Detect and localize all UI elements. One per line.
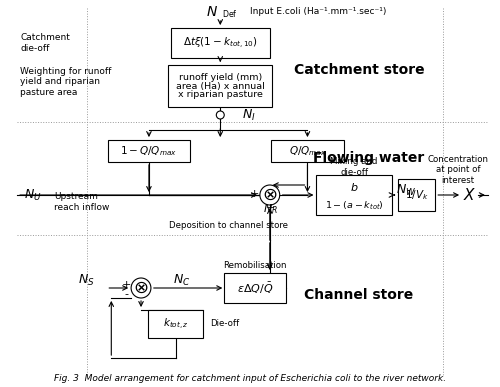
Text: Mixing and
die-off: Mixing and die-off xyxy=(330,157,378,177)
Bar xyxy=(108,140,190,162)
Text: $\otimes$: $\otimes$ xyxy=(262,186,278,204)
Bar xyxy=(398,179,436,211)
Bar xyxy=(168,65,272,107)
Text: $1/V_k$: $1/V_k$ xyxy=(404,188,428,202)
Text: $N_S$: $N_S$ xyxy=(78,272,94,288)
Text: x riparian pasture: x riparian pasture xyxy=(178,90,262,99)
Text: $N_I$: $N_I$ xyxy=(242,108,256,123)
Text: Flowing water: Flowing water xyxy=(314,151,424,165)
Circle shape xyxy=(216,111,224,119)
Text: +: + xyxy=(266,203,276,213)
Text: $1-Q/Q_{max}$: $1-Q/Q_{max}$ xyxy=(120,144,178,158)
Text: Channel store: Channel store xyxy=(304,288,414,302)
Circle shape xyxy=(260,185,280,205)
Text: Upstream
reach inflow: Upstream reach inflow xyxy=(54,192,109,212)
Bar xyxy=(148,310,204,338)
Text: Weighting for runoff
yield and riparian
pasture area: Weighting for runoff yield and riparian … xyxy=(20,67,112,97)
Text: $_{\rm Def}$: $_{\rm Def}$ xyxy=(222,9,238,21)
Text: Catchment
die-off: Catchment die-off xyxy=(20,33,70,53)
Text: runoff yield (mm): runoff yield (mm) xyxy=(178,73,262,82)
Text: $N_W$: $N_W$ xyxy=(396,182,416,197)
Bar xyxy=(271,140,344,162)
Text: $1-(a-k_{tot})$: $1-(a-k_{tot})$ xyxy=(324,200,384,212)
Text: $N$: $N$ xyxy=(206,5,218,19)
Text: $N_U$: $N_U$ xyxy=(24,187,42,202)
Text: Concentration
at point of
interest: Concentration at point of interest xyxy=(428,155,488,185)
Text: $\Delta t\xi(1-k_{tot,10})$: $\Delta t\xi(1-k_{tot,10})$ xyxy=(183,36,258,51)
Text: $N_R$: $N_R$ xyxy=(264,202,278,216)
Text: $N_C$: $N_C$ xyxy=(172,272,190,288)
Text: $b$: $b$ xyxy=(350,181,358,193)
Text: +: + xyxy=(250,189,260,199)
Text: Remobilisation: Remobilisation xyxy=(223,262,286,271)
Text: $X$: $X$ xyxy=(464,187,476,203)
Bar xyxy=(170,28,270,58)
Text: $\varepsilon\Delta Q/\bar{Q}$: $\varepsilon\Delta Q/\bar{Q}$ xyxy=(236,281,273,296)
Text: -: - xyxy=(124,289,128,299)
Bar xyxy=(316,175,392,215)
Circle shape xyxy=(131,278,151,298)
Text: area (Ha) x annual: area (Ha) x annual xyxy=(176,82,264,91)
Text: Deposition to channel store: Deposition to channel store xyxy=(169,221,288,229)
Text: $Q/Q_{max}$: $Q/Q_{max}$ xyxy=(288,144,327,158)
Text: Die-off: Die-off xyxy=(210,320,240,329)
Text: $k_{tot,z}$: $k_{tot,z}$ xyxy=(163,317,188,332)
Bar xyxy=(224,273,286,303)
Text: +: + xyxy=(122,280,131,290)
Text: Fig. 3  Model arrangement for catchment input of Escherichia coli to the river n: Fig. 3 Model arrangement for catchment i… xyxy=(54,374,446,383)
Text: Input E.coli (Ha⁻¹.mm⁻¹.sec⁻¹): Input E.coli (Ha⁻¹.mm⁻¹.sec⁻¹) xyxy=(250,7,386,17)
Text: Catchment store: Catchment store xyxy=(294,63,424,77)
Text: $\otimes$: $\otimes$ xyxy=(134,279,148,297)
